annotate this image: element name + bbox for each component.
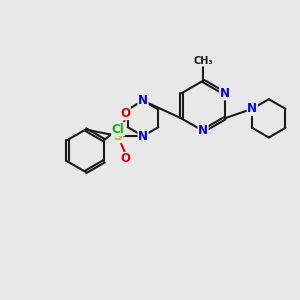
Text: N: N	[138, 130, 148, 142]
Text: S: S	[113, 130, 122, 142]
Text: N: N	[198, 124, 208, 137]
Text: O: O	[120, 152, 130, 166]
Text: Cl: Cl	[112, 123, 124, 136]
Text: CH₃: CH₃	[193, 56, 213, 66]
Text: N: N	[138, 94, 148, 107]
Text: N: N	[220, 87, 230, 100]
Text: O: O	[120, 106, 130, 119]
Text: N: N	[247, 102, 257, 115]
